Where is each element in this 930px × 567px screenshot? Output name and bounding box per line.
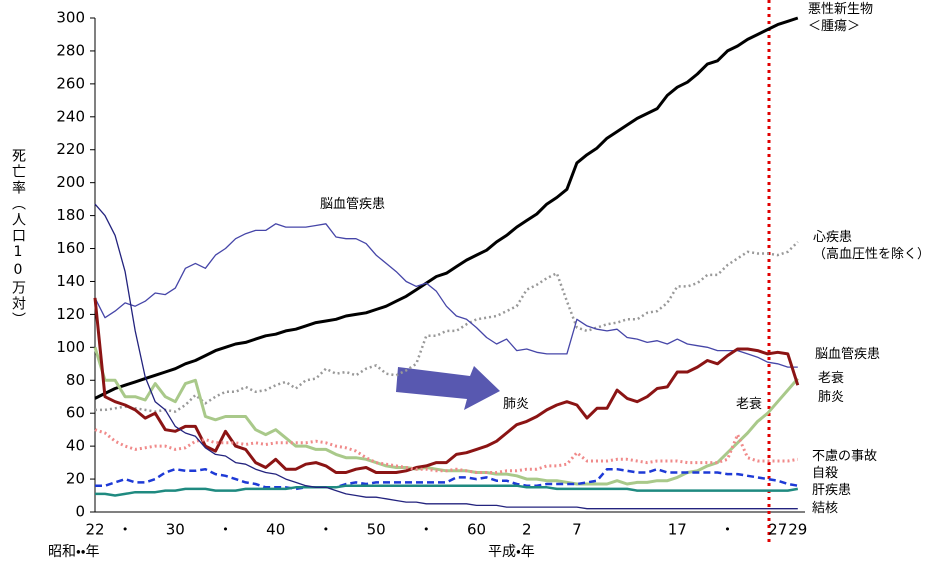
y-tick-label: 200 <box>56 173 85 191</box>
y-tick-label: 40 <box>66 437 85 455</box>
y-tick-label: 140 <box>56 272 85 290</box>
series-line <box>94 428 799 474</box>
annotation: 肺炎 <box>503 397 530 412</box>
series-line <box>94 203 798 510</box>
series-label: 脳血管疾患 <box>815 347 881 362</box>
annotation: 脳血管疾患 <box>320 197 386 212</box>
era-label: 昭和・・年 <box>48 544 100 560</box>
series-label: 悪性新生物 ＜腫瘍＞ <box>808 2 874 34</box>
y-tick-label: 260 <box>56 74 85 92</box>
y-tick-label: 60 <box>66 404 85 422</box>
y-tick-label: 220 <box>56 140 85 158</box>
series-label: 肝疾患 <box>812 483 852 498</box>
y-tick-label: 160 <box>56 239 85 257</box>
y-tick-label: 300 <box>56 9 85 27</box>
era-label: 平成・年 <box>488 544 535 560</box>
x-tick-label: ・ <box>720 521 735 539</box>
series-line <box>95 484 799 497</box>
x-tick-label: ・ <box>419 521 434 539</box>
x-tick-label: ・ <box>118 521 133 539</box>
series-line <box>93 297 800 474</box>
x-tick-label: 7 <box>572 521 582 539</box>
series-line <box>94 223 798 368</box>
y-tick-label: 20 <box>66 470 85 488</box>
y-tick-label: 100 <box>56 338 85 356</box>
series-label: 心疾患 （高血圧性を除く） <box>813 230 930 262</box>
x-tick-label: 50 <box>367 521 386 539</box>
y-tick-label: 80 <box>66 371 85 389</box>
x-tick-label: ・ <box>218 521 233 539</box>
x-tick-label: 22 <box>85 521 104 539</box>
y-tick-label: 280 <box>56 41 85 59</box>
x-tick-label: 17 <box>668 521 687 539</box>
series-label: 結核 <box>812 501 839 516</box>
x-tick-label: 29 <box>788 521 807 539</box>
annotation: 老衰 <box>736 397 763 412</box>
series-label: 自殺 <box>812 466 839 481</box>
y-tick-label: 180 <box>56 206 85 224</box>
series-line <box>95 467 799 491</box>
arrow <box>396 366 500 410</box>
x-tick-label: 27 <box>768 521 787 539</box>
x-tick-label: 60 <box>467 521 486 539</box>
x-tick-label: ・ <box>318 521 333 539</box>
y-tick-label: 240 <box>56 107 85 125</box>
series-label: 肺炎 <box>818 390 845 405</box>
x-tick-label: 40 <box>266 521 285 539</box>
y-axis-label: 死亡率（人口10万対） <box>10 148 26 328</box>
y-tick-label: 120 <box>56 305 85 323</box>
x-tick-label: 2 <box>522 521 532 539</box>
x-tick-label: 30 <box>166 521 185 539</box>
series-label: 不慮の事故 <box>812 449 878 464</box>
y-tick-label: 0 <box>75 503 85 521</box>
series-line <box>94 16 799 400</box>
series-label: 老衰 <box>818 371 845 386</box>
